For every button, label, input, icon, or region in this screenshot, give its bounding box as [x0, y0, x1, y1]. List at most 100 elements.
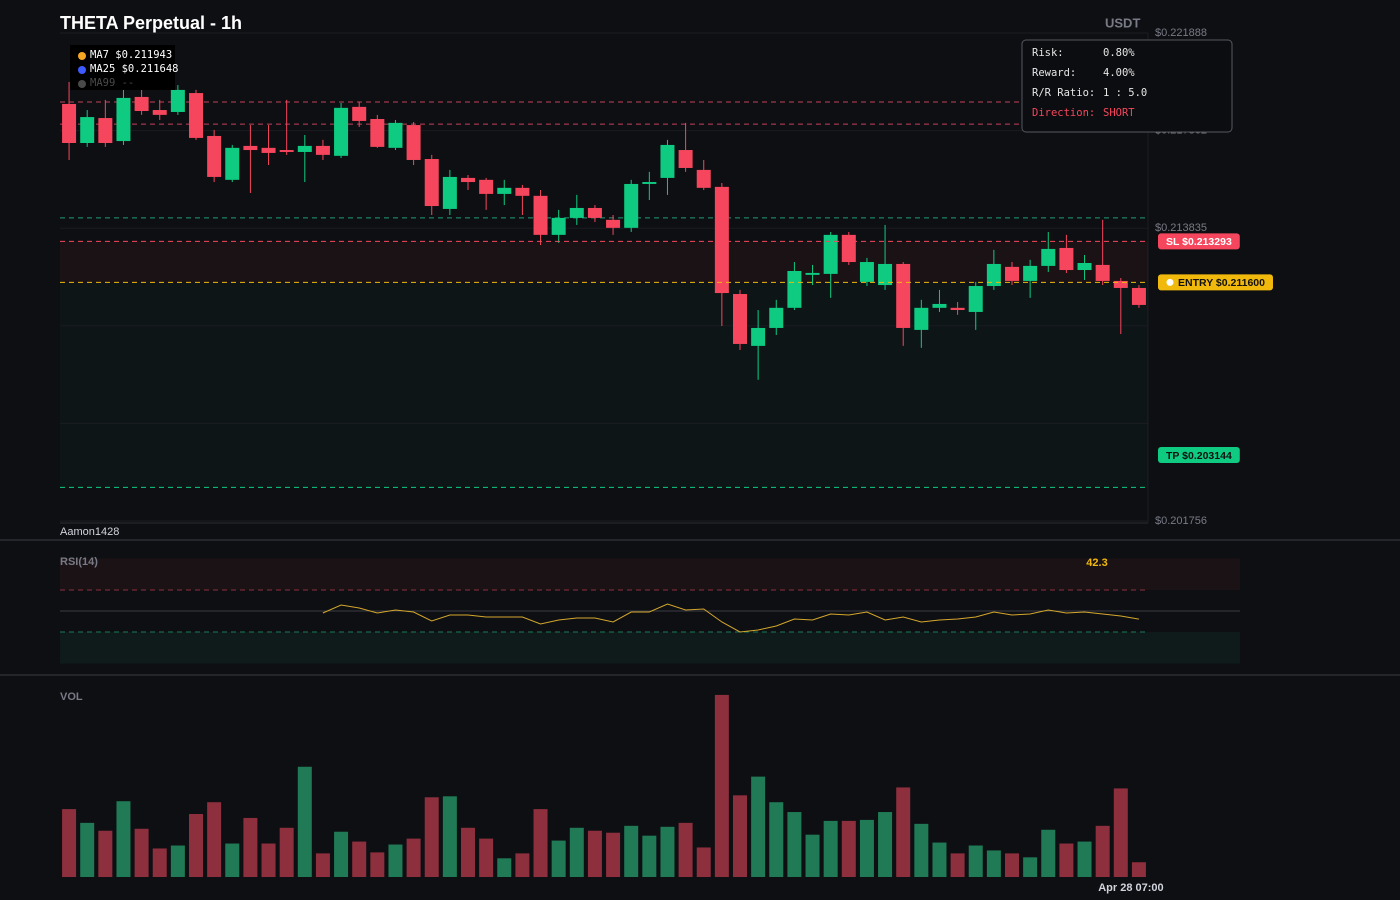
candle-body: [751, 327, 766, 346]
candle-body: [207, 135, 222, 177]
volume-bar: [424, 797, 439, 877]
volume-bar: [769, 802, 784, 877]
candle-body: [878, 263, 893, 286]
volume-bar: [225, 843, 240, 877]
quote-unit: USDT: [1105, 15, 1140, 30]
candle-body: [950, 307, 965, 311]
volume-bar: [442, 796, 457, 877]
candle-body: [551, 217, 566, 235]
volume-bar: [315, 853, 330, 877]
volume-bar: [624, 825, 639, 877]
info-value: 0.80%: [1103, 47, 1135, 59]
candle-body: [116, 97, 131, 142]
volume-bar: [841, 820, 856, 877]
legend-swatch: [78, 66, 86, 74]
volume-bar: [551, 840, 566, 877]
entry-badge: ENTRY $0.211600: [1158, 274, 1273, 291]
candle-body: [533, 195, 548, 235]
volume-bar: [370, 852, 385, 877]
volume-bar: [352, 841, 367, 877]
volume-bar: [914, 823, 929, 877]
volume-bar: [896, 787, 911, 877]
volume-bar: [569, 827, 584, 877]
volume-bar: [678, 822, 693, 877]
entry-dot: [1166, 278, 1174, 286]
volume-bar: [134, 828, 149, 877]
candle-body: [315, 145, 330, 155]
info-label: Direction:: [1032, 107, 1095, 119]
volume-bar: [932, 842, 947, 877]
info-label: R/R Ratio:: [1032, 87, 1095, 99]
candle-body: [642, 182, 657, 184]
candle-body: [805, 272, 820, 275]
candle-body: [497, 187, 512, 194]
risk-zone: [60, 241, 1148, 283]
info-value: 1 : 5.0: [1103, 87, 1147, 99]
volume-bar: [388, 844, 403, 877]
y-tick-label: $0.201756: [1155, 515, 1207, 527]
volume-bar: [1131, 862, 1146, 877]
candle-body: [442, 176, 457, 209]
legend-swatch: [78, 52, 86, 60]
volume-bar: [1005, 853, 1019, 877]
volume-bar: [297, 766, 312, 877]
volume-bar: [606, 832, 621, 877]
candle-body: [80, 117, 95, 144]
volume-bar: [878, 812, 893, 877]
candle-body: [406, 125, 421, 160]
volume-bar: [714, 694, 729, 877]
info-value: 4.00%: [1103, 67, 1135, 79]
candle-body: [587, 207, 602, 218]
candle-body: [787, 270, 802, 308]
watermark: Aamon1428: [60, 526, 119, 538]
oversold-zone: [60, 632, 1240, 664]
volume-bar: [660, 826, 675, 877]
candle-body: [1113, 280, 1128, 288]
volume-bar: [461, 827, 475, 877]
volume-bar: [805, 834, 820, 877]
vol-title: VOL: [60, 691, 83, 703]
legend-box: [70, 45, 175, 90]
volume-bar: [406, 838, 421, 877]
volume-bar: [243, 817, 258, 877]
x-tick-label: Apr 28 07:00: [1098, 882, 1163, 894]
candle-body: [225, 147, 240, 180]
volume-bar: [152, 848, 167, 877]
candle-body: [986, 263, 1001, 287]
sl-badge: SL $0.213293: [1158, 233, 1240, 250]
candle-body: [170, 89, 185, 112]
volume-bar: [479, 838, 494, 877]
candle-body: [388, 122, 403, 148]
candle-body: [569, 207, 584, 218]
legend-swatch: [78, 80, 86, 88]
volume-bar: [1059, 843, 1074, 877]
volume-bar: [261, 843, 276, 877]
candle-body: [696, 169, 711, 188]
volume-bar: [1113, 788, 1128, 877]
volume-bar: [823, 820, 838, 877]
candle-body: [152, 110, 167, 115]
rsi-line: [322, 603, 1139, 633]
tp-label: TP $0.203144: [1166, 450, 1232, 462]
volume-bar: [733, 795, 747, 877]
candle-body: [1023, 265, 1038, 281]
volume-bar: [207, 802, 222, 877]
candle-body: [189, 93, 203, 138]
candle-body: [606, 219, 621, 228]
candle-body: [334, 107, 349, 156]
legend-label: MA25 $0.211648: [90, 63, 179, 75]
volume-bar: [1023, 857, 1038, 877]
volume-bar: [1077, 841, 1092, 877]
sl-badge-bg: [1158, 233, 1240, 250]
candle-body: [98, 118, 113, 144]
volume-bar: [696, 847, 711, 877]
rsi-value: 42.3: [1086, 557, 1107, 569]
volume-bar: [98, 830, 113, 877]
tp-badge: TP $0.203144: [1158, 447, 1240, 463]
candle-body: [624, 183, 639, 228]
volume-bar: [80, 822, 95, 877]
volume-bar: [533, 809, 548, 877]
candle-body: [1131, 287, 1146, 305]
sl-label: SL $0.213293: [1166, 236, 1232, 248]
